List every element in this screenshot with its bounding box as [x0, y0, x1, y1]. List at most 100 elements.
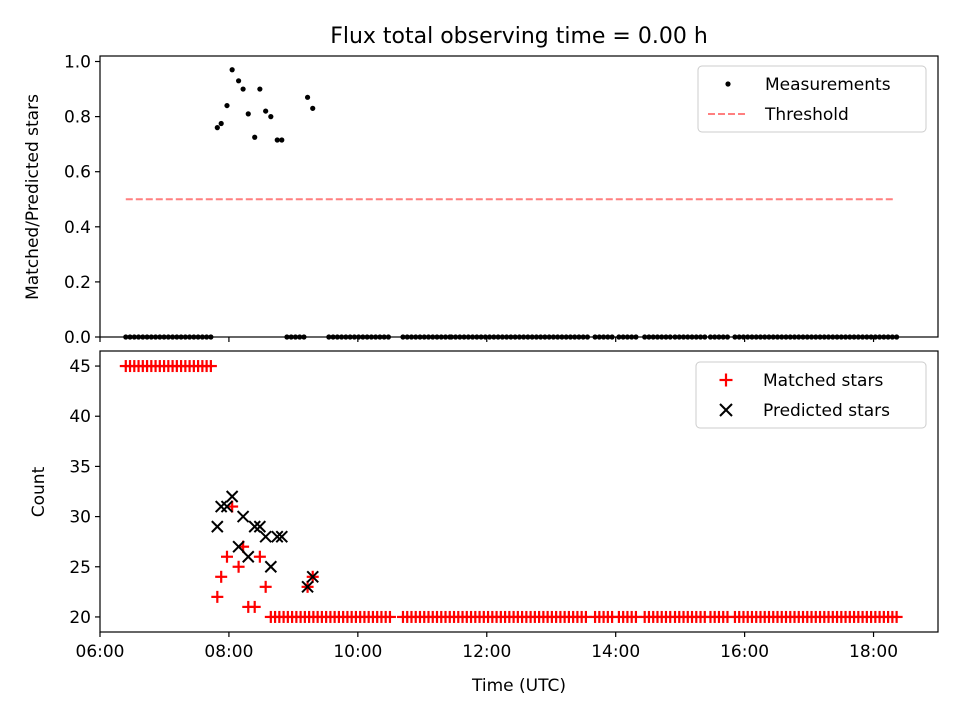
measurement-point: [567, 334, 574, 340]
measurement-point: [605, 334, 611, 340]
measurement-point: [724, 334, 731, 340]
x-tick-label: 06:00: [76, 642, 125, 662]
measurement-point: [538, 334, 544, 340]
count-legend: Matched stars Predicted stars: [695, 361, 927, 429]
measurement-point: [667, 334, 673, 340]
ratio-y-tick-label: 1.0: [64, 53, 91, 73]
measurement-point: [421, 334, 427, 340]
measurement-point: [144, 334, 150, 340]
measurement-point: [174, 334, 180, 340]
predicted-star-point: [242, 550, 255, 563]
count-legend-box: [695, 361, 927, 429]
matched-star-point: [259, 580, 272, 593]
measurement-point: [576, 334, 582, 340]
measurement-point: [487, 334, 493, 340]
measurement-point: [224, 102, 230, 109]
predicted-legend-label: Predicted stars: [763, 401, 890, 421]
x-tick-label: 10:00: [333, 642, 382, 662]
measurement-point: [834, 334, 840, 340]
measurement-point: [373, 334, 379, 340]
measurement-point: [624, 334, 631, 340]
measurement-point: [292, 334, 299, 340]
measurement-point: [408, 334, 415, 340]
measurement-point: [555, 334, 561, 340]
predicted-star-point: [214, 500, 228, 513]
predicted-star-point: [253, 520, 267, 533]
measurement-point: [360, 334, 366, 340]
measurement-point: [182, 334, 188, 340]
measurement-point: [842, 334, 849, 340]
measurement-point: [469, 334, 476, 340]
measurement-point: [508, 334, 514, 340]
measurement-point: [268, 114, 274, 120]
measurement-point: [448, 334, 454, 340]
matched-star-point: [204, 360, 217, 373]
measurement-point: [334, 334, 340, 340]
measurement-point: [685, 334, 691, 340]
measurement-point: [516, 334, 522, 340]
predicted-star-point: [248, 520, 261, 533]
measurement-point: [716, 334, 722, 340]
x-tick-label: 08:00: [204, 642, 253, 662]
x-tick-label: 18:00: [849, 642, 898, 662]
ratio-y-axis-label: Matched/Predicted stars: [23, 94, 43, 300]
measurement-point: [609, 334, 615, 340]
matched-star-point: [248, 600, 261, 613]
measurement-point: [434, 334, 440, 340]
measurement-point: [240, 86, 246, 92]
measurement-point: [356, 334, 362, 340]
measurement-point: [288, 334, 294, 340]
measurement-point: [697, 334, 704, 340]
measurement-point: [274, 137, 280, 143]
ratio-y-tick-label: 0.2: [64, 273, 91, 293]
measurement-point: [218, 120, 224, 127]
measurement-point: [135, 334, 142, 340]
measurement-point: [140, 334, 146, 340]
measurement-point: [572, 334, 578, 340]
measurement-point: [495, 334, 501, 340]
measurement-point: [680, 334, 687, 340]
x-tick-label: 14:00: [591, 642, 640, 662]
measurement-point: [235, 78, 242, 84]
measurement-point: [872, 334, 878, 340]
matched-star-point: [215, 570, 228, 583]
matched-star-point: [253, 550, 266, 563]
matched-legend-marker: [719, 373, 733, 387]
measurement-point: [546, 334, 552, 340]
measurement-point: [757, 334, 764, 340]
measurement-point: [720, 334, 726, 340]
measurement-point: [838, 334, 844, 340]
predicted-star-point: [275, 530, 288, 543]
predicted-star-point: [236, 510, 250, 523]
measurement-point: [529, 334, 535, 340]
predicted-star-point: [271, 530, 284, 543]
measurement-point: [165, 334, 171, 340]
measurement-point: [127, 334, 133, 340]
count-y-tick-label: 30: [69, 508, 91, 528]
measurement-point: [885, 334, 891, 340]
measurement-point: [413, 334, 419, 340]
measurement-point: [297, 334, 303, 340]
predicted-star-point: [264, 560, 278, 573]
measurement-point: [732, 334, 738, 340]
predicted-star-point: [225, 490, 239, 503]
measurement-point: [642, 334, 648, 340]
measurement-point: [817, 334, 823, 340]
x-tick-label: 16:00: [720, 642, 769, 662]
count-panel: 20 25 30 35 40 45 06:00 08:00 10:00 12:00 14:00 16…: [29, 350, 939, 696]
measurement-point: [592, 334, 598, 340]
matched-star-point: [211, 590, 224, 603]
measurement-point: [559, 334, 565, 340]
measurement-point: [707, 334, 714, 340]
measurement-point: [693, 334, 699, 340]
measurement-point: [330, 334, 336, 340]
measurement-point: [504, 334, 510, 340]
matched-star-point: [232, 560, 245, 573]
measurement-point: [646, 334, 652, 340]
measurement-point: [452, 334, 459, 340]
measurement-point: [351, 334, 357, 340]
count-plot-frame: [99, 350, 939, 633]
count-x-axis: 06:00 08:00 10:00 12:00 14:00 16:00 18:00: [76, 632, 898, 662]
measurement-point: [894, 334, 900, 340]
ratio-y-tick-label: 0.6: [64, 163, 91, 183]
